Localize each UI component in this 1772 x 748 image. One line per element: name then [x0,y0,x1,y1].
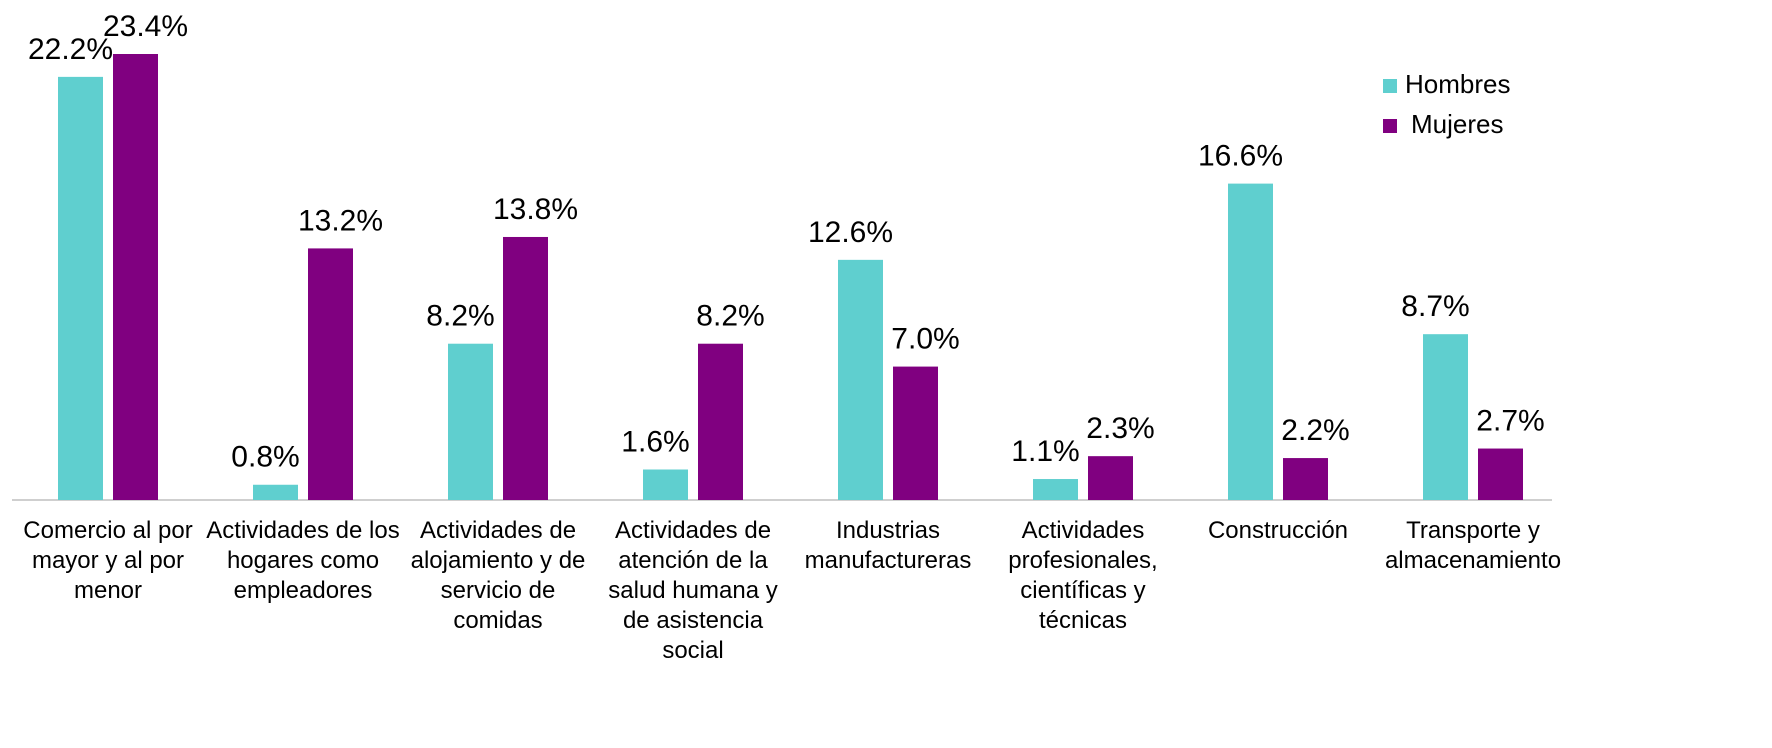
legend-swatch [1383,79,1397,93]
legend-label: Hombres [1405,69,1510,99]
data-label: 7.0% [891,323,959,356]
bar [58,77,103,500]
bar [698,344,743,500]
data-label: 2.3% [1086,412,1154,445]
bar [1283,458,1328,500]
bar [448,344,493,500]
data-label: 2.7% [1476,404,1544,437]
data-label: 8.2% [426,300,494,333]
data-label: 8.7% [1401,290,1469,323]
legend-swatch [1383,119,1397,133]
data-label: 1.1% [1011,435,1079,468]
bar [113,54,158,500]
x-tick-label: Transporte y almacenamiento [1376,516,1570,576]
legend-label: Mujeres [1411,109,1503,139]
x-tick-label: Construcción [1181,516,1375,546]
chart: 22.2%23.4% 0.8% 13.2% 8.2% 13.8% 1.6% 8.2% 12.6… [0,0,1772,748]
x-tick-label: Actividades de alojamiento y de servicio… [401,516,595,636]
x-tick-label: Actividades de los hogares como empleado… [206,516,400,606]
data-label: 2.2% [1281,414,1349,447]
data-label: 1.6% [621,425,689,458]
bar [893,367,938,500]
data-label: 13.2% [298,204,383,237]
bar [838,260,883,500]
bar [1088,456,1133,500]
bar [308,248,353,500]
x-tick-label: Actividades profesionales, científicas y… [986,516,1180,636]
bar [1423,334,1468,500]
bar [503,237,548,500]
x-tick-label: Comercio al por mayor y al por menor [11,516,205,606]
x-tick-label: Industrias manufactureras [791,516,985,576]
data-label: 16.6% [1198,140,1283,173]
data-label: 12.6% [808,216,893,249]
data-label: 0.8% [231,441,299,474]
chart-canvas: 22.2%23.4% 0.8% 13.2% 8.2% 13.8% 1.6% 8.2% 12.6… [0,0,1772,748]
data-label: 13.8% [493,193,578,226]
data-label: 23.4% [103,10,188,43]
data-label: 22.2% [28,33,113,66]
x-tick-label: Actividades de atención de la salud huma… [596,516,790,666]
bar [1228,184,1273,500]
data-label: 8.2% [696,300,764,333]
bar [1478,449,1523,500]
bar [253,485,298,500]
bar [1033,479,1078,500]
bar [643,470,688,500]
